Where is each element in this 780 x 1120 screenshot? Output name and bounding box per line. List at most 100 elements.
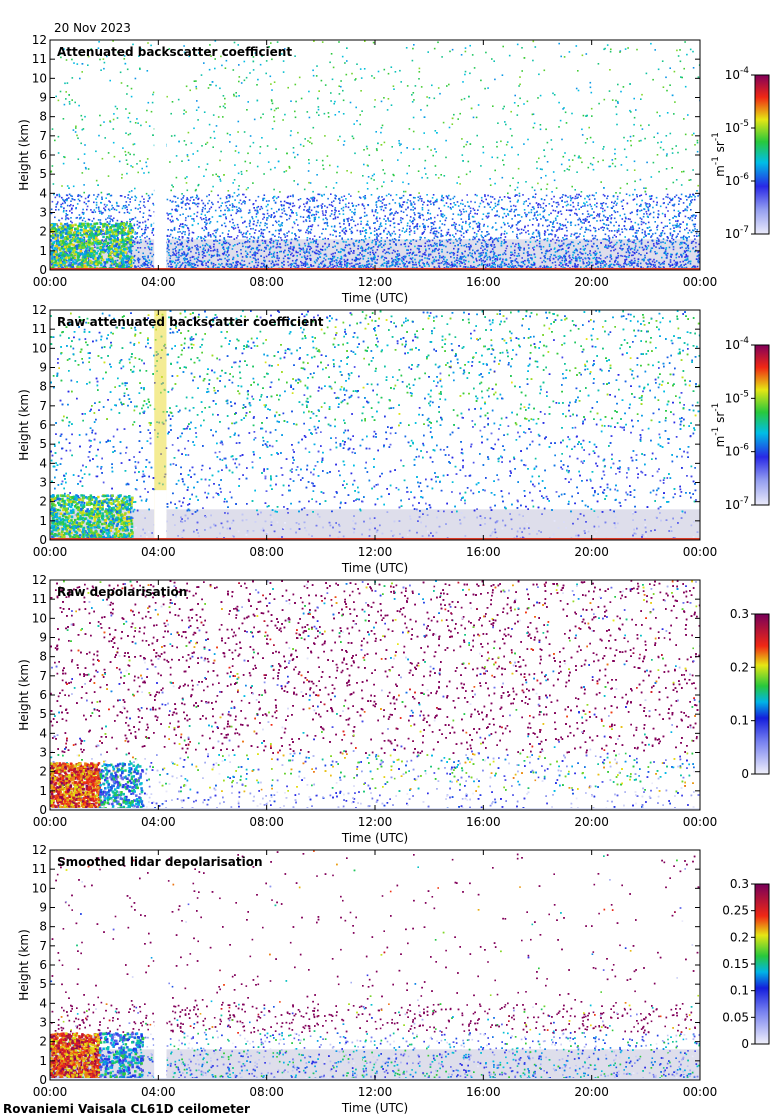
data-pixel [468,248,471,251]
data-pixel [563,238,565,241]
data-pixel [177,243,179,246]
data-pixel [524,212,526,214]
data-pixel [465,230,467,232]
data-pixel [330,193,332,195]
data-pixel [561,223,564,226]
data-pixel [234,264,237,267]
data-pixel [440,235,442,238]
data-pixel [335,230,337,233]
data-pixel [148,209,151,212]
data-pixel [268,248,271,251]
data-pixel [539,204,542,206]
data-pixel [182,230,185,233]
data-pixel [259,235,262,237]
data-pixel [390,104,393,106]
data-pixel [548,214,550,216]
data-pixel [84,115,86,118]
data-pixel [590,107,593,110]
data-pixel [71,195,73,198]
data-pixel [264,265,267,268]
data-pixel [282,60,285,62]
data-pixel [671,237,673,239]
data-pixel [276,257,279,260]
data-pixel [538,240,541,243]
data-pixel [357,247,359,250]
data-pixel [238,95,240,97]
data-pixel [344,263,346,266]
data-pixel [395,263,397,266]
data-pixel [680,242,683,245]
data-pixel [695,214,697,217]
data-pixel [410,229,412,232]
data-pixel [105,218,107,221]
data-pixel [609,242,611,244]
data-pixel [642,221,644,224]
data-pixel [344,253,346,256]
data-pixel [457,244,459,247]
data-pixel [209,221,212,223]
data-pixel [646,161,648,164]
data-pixel [575,266,578,268]
data-pixel [556,250,559,253]
data-pixel [228,230,230,232]
data-pixel [424,237,426,239]
data-pixel [378,241,381,243]
data-pixel [251,261,253,263]
data-pixel [246,265,249,268]
data-pixel [127,116,130,119]
data-pixel [645,262,647,264]
data-pixel [565,122,568,124]
data-pixel [93,217,95,220]
data-pixel [326,206,329,209]
data-pixel [306,209,309,211]
data-pixel [541,252,543,254]
data-pixel [105,245,108,248]
data-pixel [689,216,692,219]
data-pixel [685,243,688,246]
data-pixel [274,220,277,222]
data-pixel [593,211,595,213]
data-pixel [334,216,337,218]
data-pixel [340,265,342,268]
data-pixel [81,211,84,214]
data-pixel [50,171,52,173]
data-pixel [252,69,255,71]
data-pixel [214,40,217,42]
data-pixel [293,265,295,268]
data-pixel [279,215,282,218]
data-pixel [235,145,238,147]
data-pixel [426,104,429,107]
data-pixel [379,223,382,226]
data-pixel [574,259,577,262]
data-pixel [417,245,420,247]
data-pixel [504,223,506,226]
data-pixel [239,208,242,210]
data-pixel [65,215,67,217]
data-pixel [245,255,247,257]
data-pixel [595,263,597,265]
data-pixel [371,174,374,177]
data-pixel [324,264,327,267]
data-pixel [177,197,179,199]
data-pixel [172,254,174,256]
data-pixel [519,232,521,235]
data-pixel [245,170,248,172]
data-pixel [514,209,516,211]
data-pixel [383,204,386,206]
data-pixel [484,260,487,262]
data-pixel [412,148,415,150]
data-pixel [418,225,421,228]
panel-1: Attenuated backscatter coefficient012345… [17,33,770,305]
data-pixel [359,68,362,70]
data-pixel [412,266,414,268]
data-pixel [520,228,523,231]
data-pixel [577,256,580,259]
data-pixel [247,212,250,214]
data-pixel [446,85,448,87]
data-pixel [593,194,595,197]
data-pixel [568,246,570,249]
data-pixel [381,159,383,162]
data-pixel [480,196,483,199]
data-pixel [671,152,674,154]
data-pixel [666,193,669,196]
